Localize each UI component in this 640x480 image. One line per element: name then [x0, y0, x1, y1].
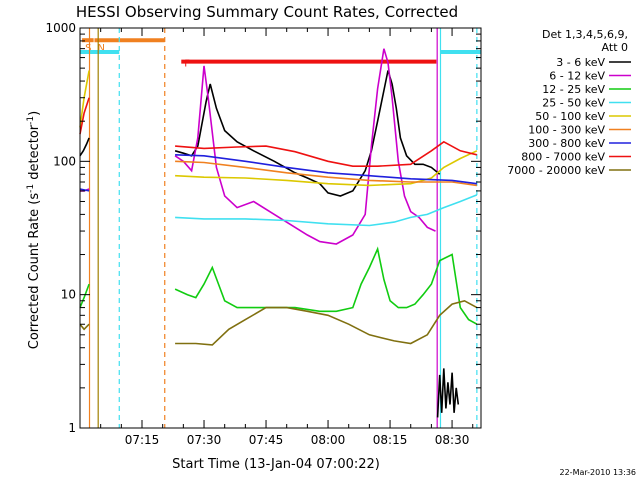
footer-date: 22-Mar-2010 13:36 — [560, 468, 637, 477]
series-line-6 — [79, 188, 90, 192]
series-lines — [79, 48, 478, 418]
y-axis-ticks: 1 10 100 1000 — [45, 21, 481, 435]
y-tick-label: 1000 — [45, 21, 76, 35]
x-tick-label: 08:30 — [435, 433, 470, 447]
series-line-2 — [79, 283, 90, 308]
legend-label-2: 12 - 25 keV — [542, 83, 605, 96]
x-axis-ticks: 07:15 07:30 07:45 08:00 08:15 08:30 — [79, 28, 474, 447]
chart-title: HESSI Observing Summary Count Rates, Cor… — [76, 3, 458, 21]
y-tick-label: 100 — [53, 154, 76, 168]
x-tick-label: 08:00 — [311, 433, 346, 447]
axes — [79, 27, 482, 429]
series-line-7 — [79, 97, 90, 135]
flag-label-s: S — [85, 43, 91, 54]
series-line-1 — [174, 48, 436, 245]
legend-label-1: 6 - 12 keV — [549, 70, 605, 83]
legend-label-8: 7000 - 20000 keV — [507, 164, 605, 177]
flag-label-n: N — [97, 43, 104, 54]
y-tick-label: 1 — [68, 421, 76, 435]
legend-label-3: 25 - 50 keV — [542, 97, 605, 110]
legend-header-2: Att 0 — [602, 41, 628, 54]
x-tick-label: 08:15 — [373, 433, 408, 447]
series-line-6 — [175, 154, 478, 185]
vertical-markers — [88, 28, 478, 428]
series-line-0 — [174, 70, 441, 197]
legend-label-0: 3 - 6 keV — [556, 56, 605, 69]
y-axis-label: Corrected Count Rate (s-1 detector-1) — [26, 111, 42, 349]
x-tick-label: 07:45 — [249, 433, 284, 447]
legend-label-7: 800 - 7000 keV — [521, 151, 605, 164]
series-line-3 — [175, 194, 478, 227]
series-line-4 — [79, 70, 90, 128]
legend-label-4: 50 - 100 keV — [535, 110, 605, 123]
series-line-4 — [175, 150, 478, 187]
legend-header-1: Det 1,3,4,5,6,9, — [542, 28, 628, 41]
x-tick-label: 07:30 — [187, 433, 222, 447]
series-line-9 — [436, 368, 460, 418]
x-tick-label: 07:15 — [125, 433, 160, 447]
legend-label-6: 300 - 800 keV — [528, 137, 605, 150]
series-line-7 — [175, 140, 478, 167]
plot-frame — [79, 27, 482, 429]
series-line-8 — [79, 323, 90, 331]
series-line-5 — [175, 160, 478, 187]
flag-label-f: F — [184, 59, 190, 70]
legend-label-5: 100 - 300 keV — [528, 124, 605, 137]
series-line-2 — [174, 246, 478, 325]
flag-bars: S N F — [80, 38, 481, 70]
series-line-0 — [79, 137, 90, 157]
x-axis-label: Start Time (13-Jan-04 07:00:22) — [172, 457, 380, 472]
series-line-8 — [175, 299, 478, 346]
y-tick-label: 10 — [61, 288, 76, 302]
